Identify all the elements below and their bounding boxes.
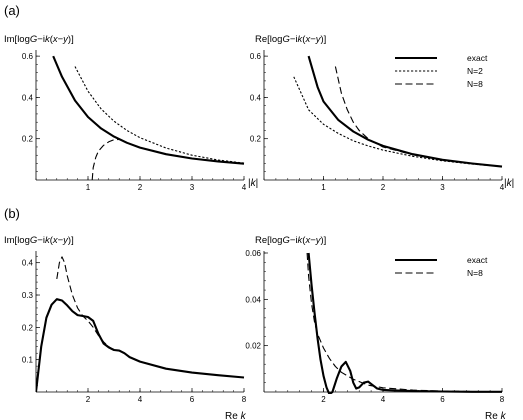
series-line-exact [36,298,245,393]
x-tick-label: 4 [381,395,386,404]
chart-b-left: 2 4 6 8 0.1 0.2 0.3 0.4 [22,251,247,404]
series-line-exact [307,252,502,394]
x-tick-label: 2 [321,395,326,404]
x-tick-label: 8 [500,395,505,404]
chart-b-right: 2 4 6 8 0.02 0.04 0.06 exact N=8 [245,249,504,404]
y-tick-label: 0.6 [22,52,34,61]
series-line-n-8 [334,66,503,167]
x-tick-label: 8 [242,395,247,404]
panel-tag-b: (b) [4,206,20,221]
y-tick-label: 0.4 [22,93,34,102]
y-axis-label: Im[logG−ik(x−y)] [4,235,74,246]
chart-a-left: 1 2 3 4 0.2 0.4 0.6 [22,50,247,192]
y-axis-label: Re[logG−ik(x−y)] [255,235,326,246]
legend: exact N=2 N=8 [395,53,488,89]
panel-tag-a: (a) [4,3,20,18]
y-tick-label: 0.04 [245,295,261,304]
x-tick-label: 3 [190,183,195,192]
y-tick-label: 0.1 [22,356,34,365]
legend-label: N=8 [467,79,483,89]
y-tick-label: 0.2 [250,135,262,144]
legend-label: N=8 [467,268,483,278]
y-tick-label: 0.4 [22,259,34,268]
series-line-n-8 [306,252,503,393]
x-tick-label: 6 [440,395,445,404]
y-tick-label: 0.3 [22,291,34,300]
y-axis-label: Re[logG−ik(x−y)] [255,34,326,45]
x-tick-label: 3 [440,183,445,192]
x-axis-label: |k| [504,178,514,189]
legend-label: N=2 [467,66,483,76]
x-tick-label: 1 [86,183,91,192]
y-tick-label: 0.2 [22,135,34,144]
x-axis-label: |k| [248,178,258,189]
series-line-n-2 [293,76,503,168]
chart-a-right: 1 2 3 4 0.2 0.4 0.6 exact N=2 N=8 [250,50,505,192]
x-tick-label: 2 [138,183,143,192]
legend-label: exact [467,53,488,63]
x-tick-label: 4 [242,183,247,192]
y-tick-label: 0.02 [245,342,261,351]
x-tick-label: 2 [381,183,386,192]
y-tick-label: 0.06 [245,249,261,258]
series-line-exact [52,55,245,165]
y-axis-label: Im[logG−ik(x−y)] [4,34,74,45]
charts-layer: 1 2 3 4 0.2 0.4 0.6 Im[logG−ik(x−y)] |k| 1 2 3 4 0.2 0… [4,34,514,420]
y-tick-label: 0.6 [250,52,262,61]
x-tick-label: 1 [321,183,326,192]
x-tick-label: 6 [190,395,195,404]
x-tick-label: 4 [138,395,143,404]
series-line-n-8 [91,138,120,181]
y-tick-label: 0.4 [250,93,262,102]
x-tick-label: 2 [86,395,91,404]
x-axis-label: Re k [485,411,507,420]
x-axis-label: Re k [225,411,247,420]
x-tick-label: 4 [500,183,505,192]
y-tick-label: 0.2 [22,323,34,332]
series-line-n-8 [56,256,115,351]
legend: exact N=8 [395,255,488,278]
legend-label: exact [467,255,488,265]
